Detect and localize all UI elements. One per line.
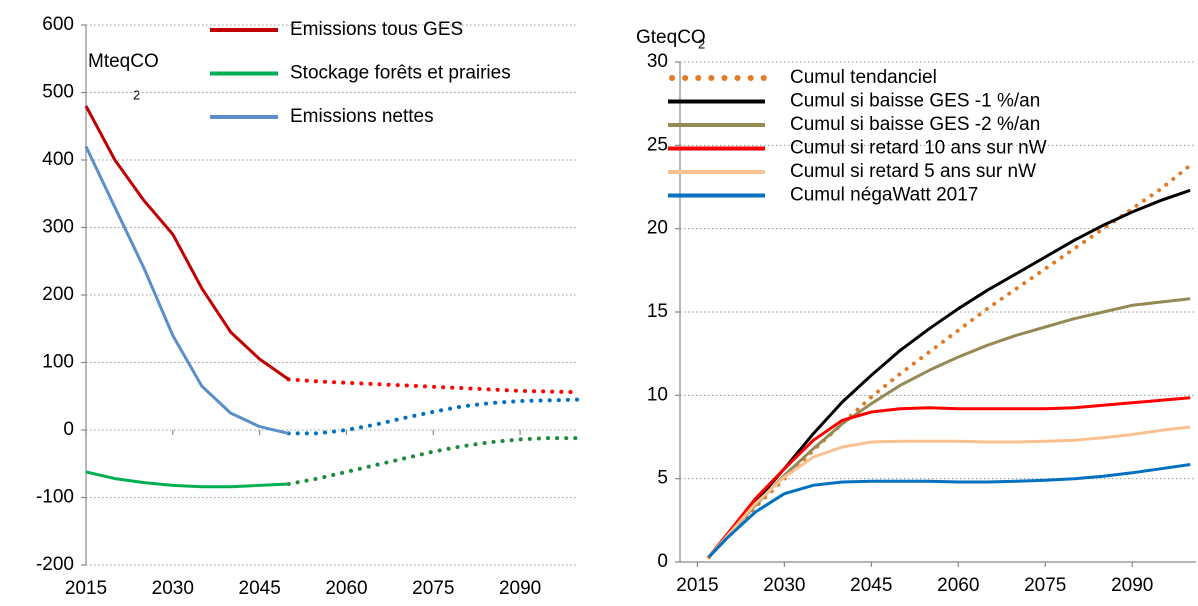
x-tick-label: 2060 [937,575,979,596]
legend-label: Cumul si retard 5 ans sur nW [790,161,1036,182]
y-tick-label: 20 [647,218,668,239]
series-line [85,470,289,489]
legend-label: Emissions nettes [290,106,434,127]
legend-label: Cumul si retard 10 ans sur nW [790,138,1047,159]
x-tick-label: 2090 [1111,575,1153,596]
x-tick-label: 2015 [676,575,718,596]
x-tick-label: 2030 [152,578,194,599]
legend-label: Cumul tendanciel [790,67,937,88]
x-tick-label: 2075 [1024,575,1066,596]
series-line [286,377,580,395]
y-tick-label: 0 [63,419,74,440]
y-tick-label: 0 [657,551,668,572]
series-line [707,463,1191,559]
y-tick-label: 5 [657,468,668,489]
y-tick-label: 300 [42,217,74,238]
y-tick-label: 500 [42,82,74,103]
x-tick-label: 2045 [239,578,281,599]
unit-subscript: 2 [133,87,140,102]
legend-label: Emissions tous GES [290,19,463,40]
y-tick-label: 10 [647,384,668,405]
unit-label: MteqCO [88,51,159,72]
y-tick-label: 600 [42,14,74,35]
legend-label: Cumul si baisse GES -1 %/an [790,91,1040,112]
legend-label: Cumul négaWatt 2017 [790,185,978,206]
y-tick-label: -100 [36,487,74,508]
legend-label: Cumul si baisse GES -2 %/an [790,114,1040,135]
legend-label: Stockage forêts et prairies [290,63,511,84]
x-tick-label: 2030 [763,575,805,596]
y-tick-label: 25 [647,134,668,155]
series-line [707,396,1191,558]
series-line [707,188,1191,558]
y-tick-label: -200 [36,554,74,575]
x-tick-label: 2090 [499,578,541,599]
unit-subscript: 2 [698,36,705,51]
series-line [286,436,580,486]
y-tick-label: 400 [42,149,74,170]
x-tick-label: 2075 [412,578,454,599]
x-tick-label: 2045 [850,575,892,596]
x-tick-label: 2060 [325,578,367,599]
series-line [84,145,289,435]
series-line [84,105,290,381]
y-tick-label: 200 [42,284,74,305]
series-line [707,425,1191,558]
x-tick-label: 2015 [65,578,107,599]
y-tick-label: 100 [42,352,74,373]
y-tick-label: 30 [647,51,668,72]
y-tick-label: 15 [647,301,668,322]
series-line [286,397,580,436]
unit-label: GteqCO [636,27,706,48]
